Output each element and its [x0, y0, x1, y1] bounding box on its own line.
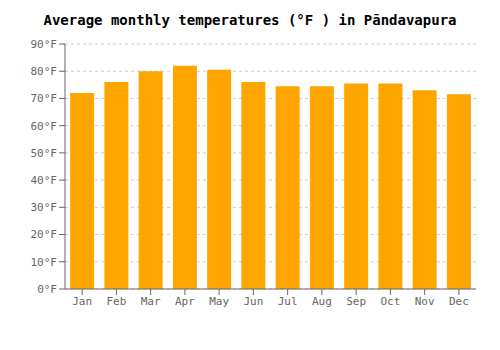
svg-text:60°F: 60°F	[31, 120, 58, 133]
svg-text:10°F: 10°F	[31, 256, 58, 269]
svg-text:Mar: Mar	[141, 295, 161, 308]
svg-text:Feb: Feb	[106, 295, 126, 308]
svg-text:30°F: 30°F	[31, 201, 58, 214]
svg-text:20°F: 20°F	[31, 228, 58, 241]
svg-text:Jan: Jan	[72, 295, 92, 308]
svg-text:Jul: Jul	[278, 295, 298, 308]
svg-text:Apr: Apr	[175, 295, 195, 308]
svg-text:Aug: Aug	[312, 295, 332, 308]
svg-text:Jun: Jun	[243, 295, 263, 308]
svg-text:50°F: 50°F	[31, 147, 58, 160]
html-text:Average monthly temperatures (: Average monthly temperatures (°F ) in Pā…	[43, 12, 457, 28]
svg-text:Oct: Oct	[380, 295, 400, 308]
svg-text:Nov: Nov	[415, 295, 435, 308]
svg-text:70°F: 70°F	[31, 92, 58, 105]
svg-text:80°F: 80°F	[31, 65, 58, 78]
svg-text:May: May	[209, 295, 229, 308]
svg-text:40°F: 40°F	[31, 174, 58, 187]
svg-text:0°F: 0°F	[37, 283, 57, 296]
svg-text:Dec: Dec	[449, 295, 469, 308]
svg-text:90°F: 90°F	[31, 38, 58, 51]
svg-text:Sep: Sep	[346, 295, 366, 308]
